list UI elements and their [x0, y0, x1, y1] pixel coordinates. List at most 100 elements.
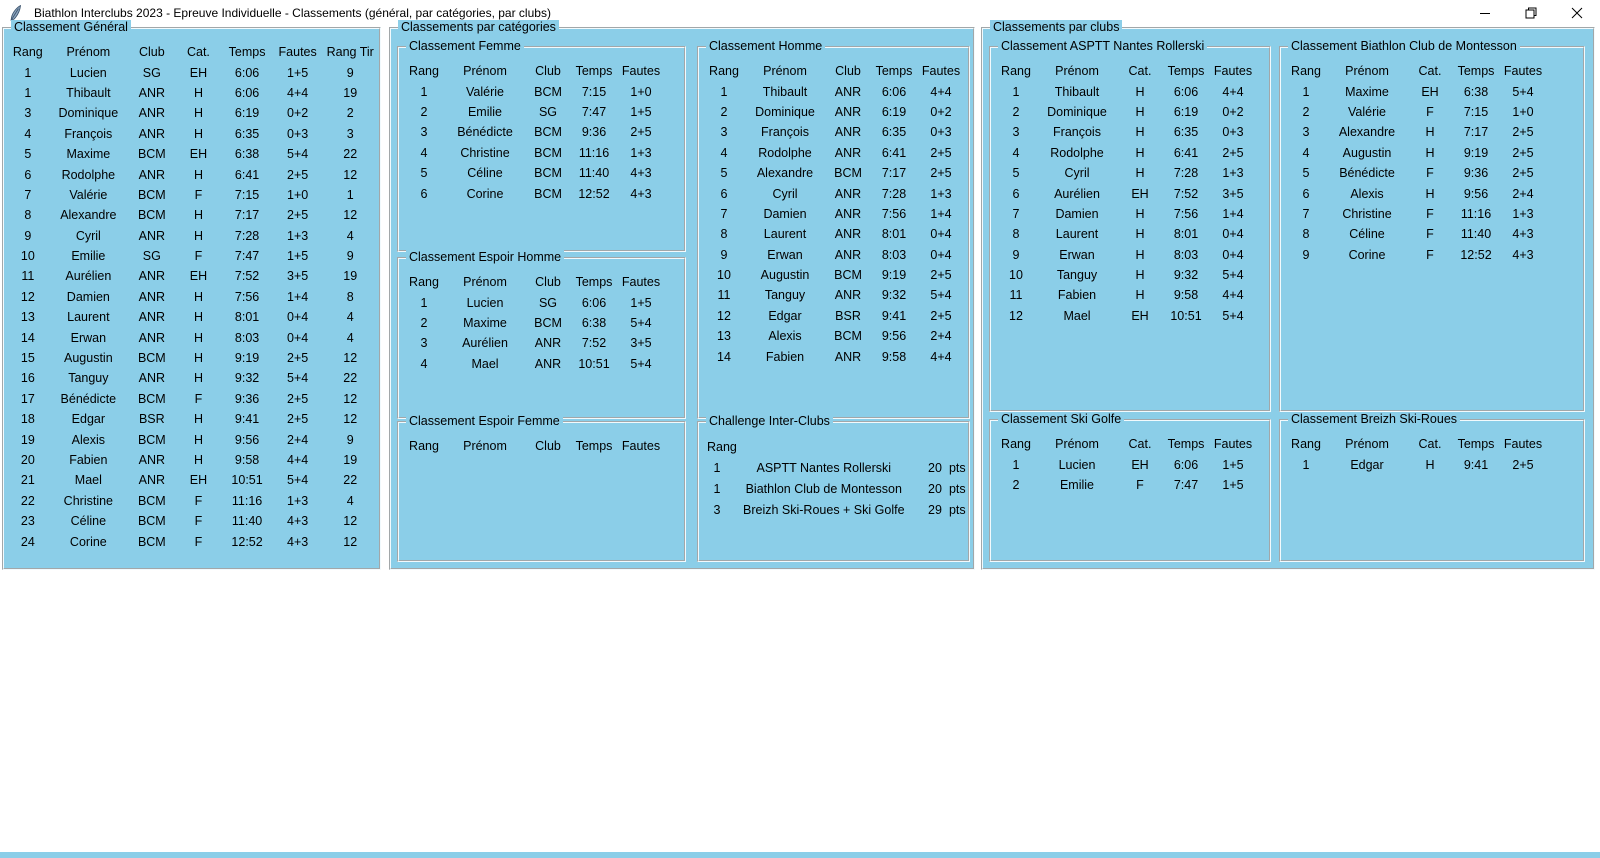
table-classement-general: Rang Prénom Club Cat. Temps Fautes Rang Tir 1 Lu… — [4, 29, 379, 552]
table-cell: François — [1053, 125, 1101, 140]
table-cell: ANR — [138, 167, 166, 182]
table-cell: F — [194, 514, 203, 529]
table-cell: 2+5 — [930, 308, 952, 323]
column-header: Rang — [1291, 64, 1321, 79]
table-cell: H — [1425, 145, 1435, 160]
table-cell: 13 — [20, 310, 35, 325]
table-cell: 9:36 — [1463, 166, 1489, 181]
table-header-row: Rang — [701, 436, 968, 457]
minimize-button[interactable] — [1462, 0, 1508, 25]
table-cell: Breizh Ski-Roues + Ski Golfe — [743, 502, 905, 517]
table-cell: 6:41 — [1173, 145, 1199, 160]
column-header: Temps — [1167, 64, 1205, 79]
table-cell: H — [193, 289, 203, 304]
table-cell: 9:32 — [1173, 268, 1199, 283]
table-cell: 4+4 — [930, 349, 952, 364]
column-header: Prénom — [1055, 437, 1099, 452]
table-cell: BCM — [137, 514, 166, 529]
table-cell: 9 — [1302, 247, 1310, 262]
restore-icon — [1525, 7, 1537, 18]
table-cell: ANR — [534, 336, 562, 351]
table-row: 10 Tanguy H 9:32 5+4 — [995, 265, 1269, 285]
panel-classement-ski-golfe-title: Classement Ski Golfe — [998, 412, 1125, 426]
table-classement-ski-golfe: Rang Prénom Cat. Temps Fautes 1 Lucien EH 6:06 1+… — [991, 421, 1269, 495]
table-cell: BCM — [534, 166, 562, 181]
table-cell: 8:03 — [234, 330, 260, 345]
table-cell: Maxime — [1345, 84, 1389, 99]
table-cell: Alexis — [768, 329, 802, 344]
table-cell: 5 — [720, 166, 728, 181]
table-cell: EH — [189, 269, 208, 284]
table-cell: 12 — [343, 534, 358, 549]
table-cell: 0+4 — [287, 310, 309, 325]
table-cell: Damien — [1055, 206, 1099, 221]
table-cell: 3 — [720, 125, 728, 140]
table-cell: 1+3 — [287, 493, 309, 508]
table-header-row: Rang Prénom Cat. Temps Fautes — [1285, 434, 1583, 454]
table-cell: 2+4 — [287, 432, 309, 447]
table-cell: 12 — [343, 514, 358, 529]
table-cell: 1 — [1012, 84, 1020, 99]
table-cell: 6 — [1012, 186, 1020, 201]
table-cell: 9 — [346, 249, 354, 264]
table-cell: BCM — [137, 493, 166, 508]
table-cell: 2+4 — [1512, 186, 1534, 201]
table-cell: 14 — [717, 349, 731, 364]
table-header-row: Rang Prénom Club Cat. Temps Fautes Rang Tir — [6, 42, 379, 62]
table-cell: 11:40 — [578, 166, 610, 181]
column-header: Temps — [575, 439, 613, 454]
table-cell: 8:01 — [881, 227, 907, 242]
table-cell: 9:58 — [1173, 288, 1199, 303]
table-cell: BCM — [137, 351, 166, 366]
table-cell: Thibault — [762, 84, 808, 99]
table-cell: ANR — [138, 228, 166, 243]
table-row: 3 Breizh Ski-Roues + Ski Golfe 29 pts — [701, 499, 968, 520]
table-cell: Laurent — [1055, 227, 1099, 242]
table-cell: 19 — [343, 269, 358, 284]
panel-classement-montesson-title: Classement Biathlon Club de Montesson — [1288, 39, 1520, 53]
column-header: Cat. — [1418, 64, 1442, 79]
table-cell: BSR — [138, 412, 165, 427]
table-cell: 0+3 — [287, 126, 309, 141]
table-cell: ANR — [138, 330, 166, 345]
table-cell: F — [194, 249, 203, 264]
table-cell: 7:15 — [581, 84, 607, 99]
table-cell: 2 — [1012, 477, 1020, 492]
table-row: 23 Céline BCM F 11:40 4+3 12 — [6, 511, 379, 531]
column-header: Prénom — [1055, 64, 1099, 79]
restore-button[interactable] — [1508, 0, 1554, 25]
table-cell: 19 — [343, 85, 358, 100]
table-cell: 9:36 — [234, 391, 260, 406]
table-cell: Aurélien — [65, 269, 112, 284]
table-row: 7 Christine F 11:16 1+3 — [1285, 204, 1583, 224]
close-icon — [1571, 7, 1583, 18]
table-cell: 12 — [343, 167, 358, 182]
table-cell: Alexandre — [1338, 125, 1396, 140]
table-cell: 6:35 — [881, 125, 907, 140]
table-cell: H — [193, 167, 203, 182]
table-row: 1 Edgar H 9:41 2+5 — [1285, 454, 1583, 474]
table-cell: Rodolphe — [1050, 145, 1104, 160]
table-cell: H — [1135, 84, 1145, 99]
panel-challenge-inter-clubs: Challenge Inter-Clubs Rang 1 ASPTT Nantes … — [697, 414, 970, 562]
panel-classements-par-clubs: Classements par clubs Classement ASPTT N… — [981, 20, 1595, 570]
window-controls — [1462, 0, 1600, 25]
column-header: Fautes — [1213, 437, 1253, 452]
table-cell: 13 — [717, 329, 731, 344]
table-cell: BCM — [834, 329, 862, 344]
table-cell: François — [64, 126, 113, 141]
close-button[interactable] — [1554, 0, 1600, 25]
panel-classement-montesson: Classement Biathlon Club de Montesson Ra… — [1279, 39, 1585, 412]
column-header: Fautes — [1213, 64, 1253, 79]
table-cell: 8 — [1302, 227, 1310, 242]
column-header: Prénom — [463, 439, 507, 454]
table-cell: H — [193, 371, 203, 386]
table-cell: 5 — [1302, 166, 1310, 181]
table-cell: 10 — [717, 268, 731, 283]
table-row: 2 Valérie F 7:15 1+0 — [1285, 102, 1583, 122]
table-row: 5 Cyril H 7:28 1+3 — [995, 163, 1269, 183]
table-cell: 4 — [720, 145, 728, 160]
table-cell: 8 — [346, 289, 354, 304]
table-cell: Dominique — [1047, 104, 1107, 119]
table-row: 17 Bénédicte BCM F 9:36 2+5 12 — [6, 389, 379, 409]
